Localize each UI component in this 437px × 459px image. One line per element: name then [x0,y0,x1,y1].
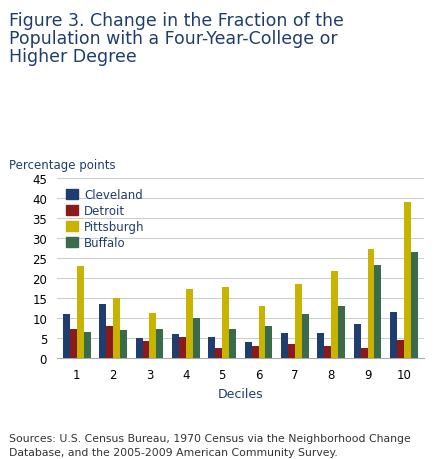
Bar [63,314,70,358]
Bar [368,249,375,358]
Legend: Cleveland, Detroit, Pittsburgh, Buffalo: Cleveland, Detroit, Pittsburgh, Buffalo [63,185,148,253]
Bar [193,318,200,358]
Text: Figure 3. Change in the Fraction of the: Figure 3. Change in the Fraction of the [9,11,343,29]
Bar [172,334,179,358]
Bar [302,314,309,358]
Text: Percentage points: Percentage points [9,159,115,172]
Bar [404,203,411,358]
Bar [252,346,259,358]
X-axis label: Deciles: Deciles [218,387,263,401]
Text: Higher Degree: Higher Degree [9,48,136,66]
Bar [135,338,142,358]
Bar [324,346,331,358]
Bar [156,330,163,358]
Bar [259,306,265,358]
Bar [186,290,193,358]
Bar [179,337,186,358]
Bar [229,330,236,358]
Bar [222,287,229,358]
Bar [70,330,77,358]
Bar [331,271,338,358]
Bar [295,285,302,358]
Text: Sources: U.S. Census Bureau, 1970 Census via the Neighborhood Change
Database, a: Sources: U.S. Census Bureau, 1970 Census… [9,433,410,457]
Bar [77,267,84,358]
Bar [338,306,345,358]
Bar [397,340,404,358]
Bar [142,341,149,358]
Bar [149,313,156,358]
Bar [361,348,368,358]
Text: Population with a Four-Year-College or: Population with a Four-Year-College or [9,30,337,48]
Bar [120,330,127,358]
Bar [317,333,324,358]
Bar [375,265,382,358]
Bar [113,298,120,358]
Bar [215,348,222,358]
Bar [245,342,252,358]
Bar [390,312,397,358]
Bar [265,326,272,358]
Bar [281,333,288,358]
Bar [354,324,361,358]
Bar [99,304,106,358]
Bar [411,252,418,358]
Bar [288,344,295,358]
Bar [106,326,113,358]
Bar [208,337,215,358]
Bar [84,332,90,358]
